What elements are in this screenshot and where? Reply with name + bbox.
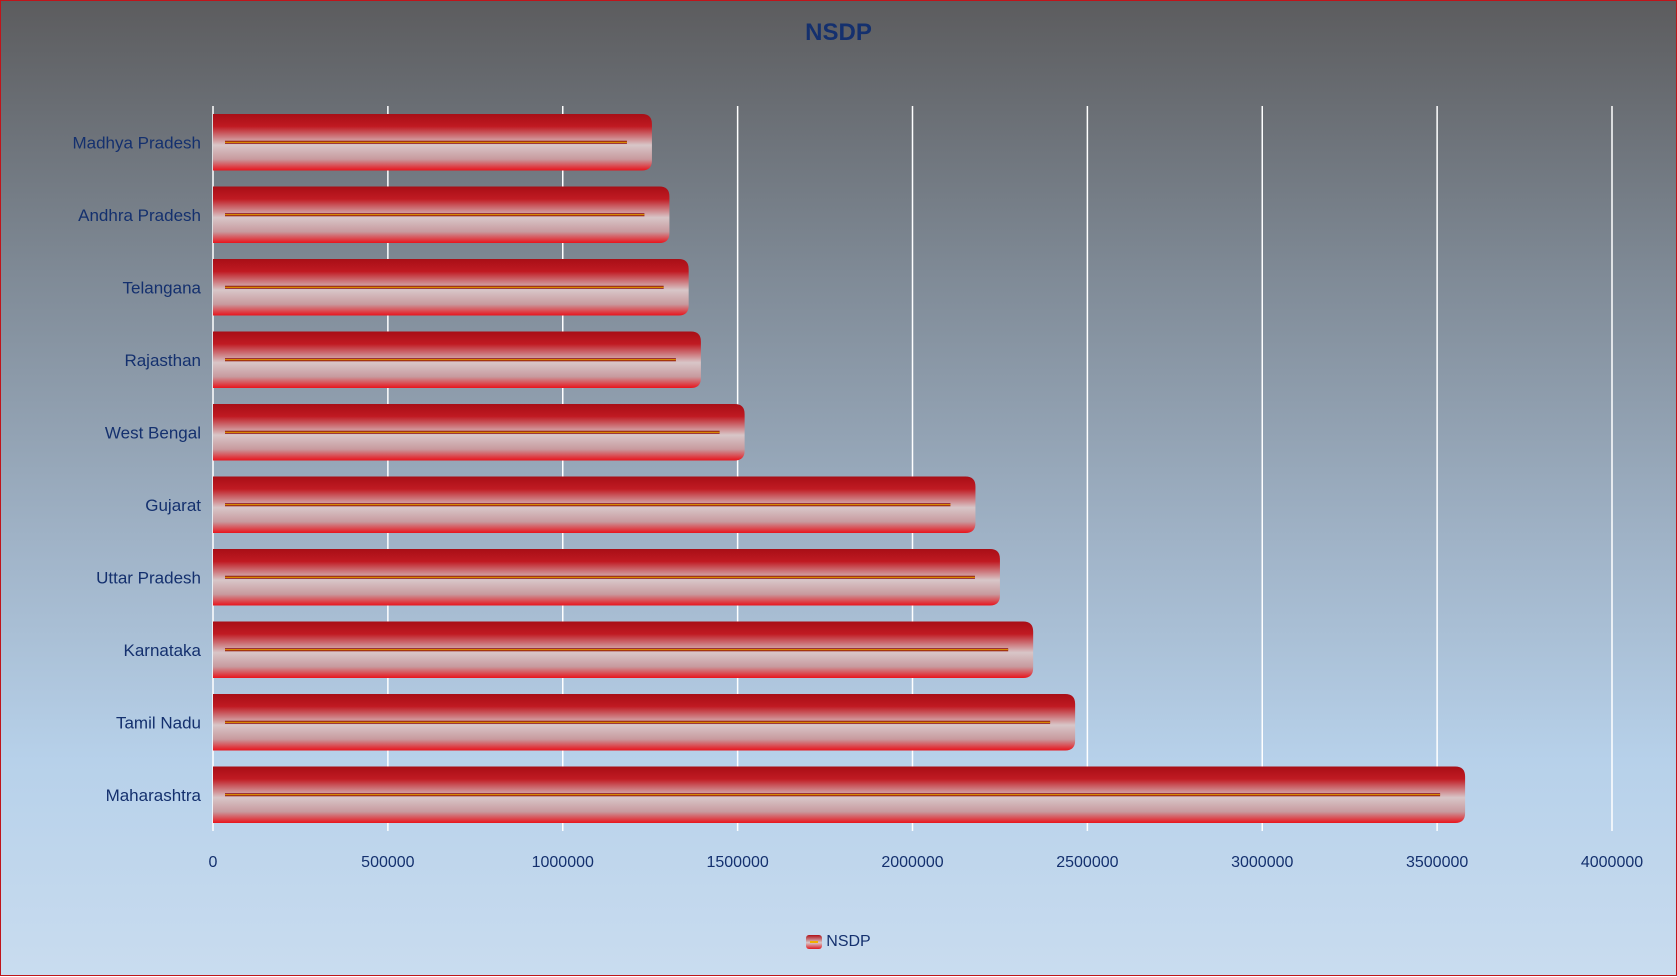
y-category-label: Rajasthan — [124, 351, 201, 370]
bar — [213, 113, 652, 171]
bar — [213, 476, 976, 534]
x-tick-label: 2000000 — [881, 854, 943, 871]
y-category-label: Gujarat — [145, 496, 201, 515]
x-tick-label: 1000000 — [532, 854, 594, 871]
bar — [213, 331, 701, 389]
y-category-label: Karnataka — [124, 641, 202, 660]
y-category-label: Tamil Nadu — [116, 713, 201, 732]
legend: NSDP — [1, 933, 1676, 951]
bar — [213, 258, 689, 316]
x-tick-label: 0 — [209, 854, 218, 871]
x-tick-label: 2500000 — [1056, 854, 1118, 871]
y-category-label: Madhya Pradesh — [72, 133, 201, 152]
legend-label: NSDP — [826, 933, 871, 950]
legend-swatch — [806, 935, 823, 949]
x-tick-label: 4000000 — [1581, 854, 1643, 871]
y-category-label: Uttar Pradesh — [96, 568, 201, 587]
bar — [213, 403, 745, 461]
bar — [213, 186, 670, 244]
chart-title: NSDP — [805, 19, 872, 46]
x-tick-label: 3500000 — [1406, 854, 1468, 871]
x-tick-label: 1500000 — [706, 854, 768, 871]
bar — [213, 621, 1034, 679]
bar — [213, 766, 1466, 824]
y-category-label: Maharashtra — [106, 786, 202, 805]
y-category-label: West Bengal — [105, 423, 201, 442]
x-tick-label: 500000 — [361, 854, 414, 871]
y-category-label: Andhra Pradesh — [78, 206, 201, 225]
bar — [213, 548, 1000, 606]
x-tick-label: 3000000 — [1231, 854, 1293, 871]
bar — [213, 693, 1076, 751]
y-category-label: Telangana — [123, 278, 202, 297]
